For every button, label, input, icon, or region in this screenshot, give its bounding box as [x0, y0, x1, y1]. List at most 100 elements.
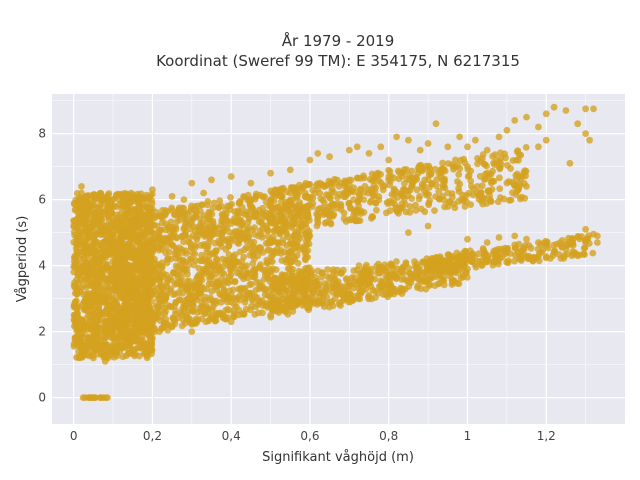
data-point — [185, 314, 193, 322]
data-point — [145, 339, 153, 347]
data-point — [373, 206, 380, 214]
data-point — [215, 237, 223, 245]
data-point — [215, 281, 223, 289]
data-point — [383, 199, 391, 206]
data-point — [205, 273, 213, 280]
data-point — [580, 250, 588, 257]
data-point — [147, 192, 154, 200]
data-point — [356, 191, 363, 199]
data-point — [252, 190, 260, 198]
data-point — [167, 285, 175, 293]
data-point — [263, 259, 271, 266]
data-point — [216, 197, 224, 205]
data-point — [121, 310, 129, 317]
data-point — [122, 255, 129, 263]
data-point — [483, 169, 491, 177]
data-point — [440, 165, 448, 173]
data-point — [403, 166, 410, 173]
data-point — [352, 217, 359, 225]
data-point — [326, 153, 333, 161]
data-point — [105, 226, 112, 234]
data-point — [319, 181, 327, 189]
data-point — [331, 179, 339, 187]
data-point — [84, 208, 92, 216]
data-point — [162, 243, 170, 251]
data-point — [314, 185, 322, 193]
data-point — [86, 312, 93, 320]
data-point — [114, 248, 122, 255]
data-point — [484, 255, 492, 263]
data-point — [242, 244, 250, 251]
data-point — [488, 186, 496, 193]
data-point — [287, 213, 295, 221]
data-point — [463, 198, 470, 206]
data-point — [356, 295, 364, 303]
data-point — [453, 249, 461, 257]
data-point — [357, 287, 365, 295]
data-point — [286, 166, 294, 174]
data-point — [243, 262, 251, 270]
data-point — [542, 136, 550, 144]
data-point — [79, 352, 87, 360]
data-point — [114, 283, 121, 291]
data-point — [348, 274, 356, 282]
data-point — [275, 278, 283, 285]
data-point — [223, 256, 231, 264]
data-point — [136, 196, 144, 204]
data-point — [124, 205, 132, 213]
data-point — [287, 247, 294, 255]
data-point — [203, 285, 211, 293]
data-point — [72, 205, 80, 213]
data-point — [256, 227, 264, 235]
data-point — [464, 163, 471, 171]
x-tick-label: 0,2 — [143, 429, 162, 443]
data-point — [456, 133, 463, 141]
data-point — [72, 281, 79, 289]
data-point — [464, 235, 471, 243]
data-point — [267, 253, 275, 260]
data-point — [386, 207, 394, 215]
x-tick-label: 0 — [70, 429, 78, 443]
data-point — [170, 269, 178, 277]
data-point — [279, 186, 286, 194]
data-point — [258, 297, 266, 304]
data-point — [566, 159, 574, 167]
data-point — [162, 249, 170, 257]
data-point — [149, 334, 156, 342]
data-point — [327, 298, 334, 306]
data-point — [459, 191, 467, 199]
data-point — [324, 266, 331, 273]
data-point — [465, 189, 473, 197]
data-point — [220, 286, 228, 294]
data-point — [319, 297, 326, 305]
data-point — [574, 252, 582, 260]
data-point — [414, 268, 422, 276]
data-point — [291, 289, 299, 297]
data-point — [215, 225, 223, 233]
data-point — [124, 270, 132, 278]
data-point — [72, 320, 80, 327]
data-point — [219, 292, 227, 299]
data-point — [232, 257, 240, 265]
data-point — [176, 209, 184, 216]
data-point — [329, 275, 337, 283]
data-point — [562, 245, 570, 253]
data-point — [298, 291, 306, 298]
data-point — [89, 343, 97, 351]
y-tick-label: 6 — [38, 193, 46, 207]
x-tick-label: 0,6 — [300, 429, 319, 443]
data-point — [562, 107, 570, 114]
data-point — [240, 285, 248, 293]
data-point — [105, 308, 113, 316]
data-point — [404, 192, 412, 200]
data-point — [267, 239, 274, 246]
data-point — [113, 313, 121, 321]
y-tick-label: 0 — [38, 391, 46, 405]
data-point — [88, 223, 95, 231]
data-point — [101, 357, 109, 365]
data-point — [188, 284, 196, 292]
data-point — [236, 248, 244, 256]
data-point — [178, 280, 186, 288]
data-point — [180, 196, 188, 204]
